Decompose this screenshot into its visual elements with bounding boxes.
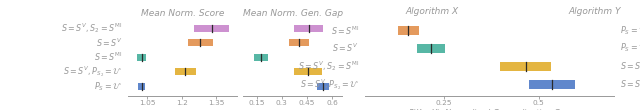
Bar bbox=[188, 39, 212, 46]
Bar bbox=[529, 80, 575, 89]
Text: $P_S = \mathcal{U}$: $P_S = \mathcal{U}$ bbox=[620, 42, 640, 54]
Text: $S = S^V$: $S = S^V$ bbox=[620, 60, 640, 72]
Text: $S = S^V$: $S = S^V$ bbox=[332, 42, 359, 54]
Text: $P_S = \mathcal{U}$: $P_S = \mathcal{U}$ bbox=[620, 24, 640, 37]
Text: $S = S^V, P_{S_2} = \mathcal{U}$: $S = S^V, P_{S_2} = \mathcal{U}$ bbox=[63, 64, 122, 79]
Text: $S = S^V, S_2 = S^{\mathrm{MI}}$: $S = S^V, S_2 = S^{\mathrm{MI}}$ bbox=[298, 59, 359, 73]
Bar bbox=[417, 44, 445, 53]
Title: Mean Norm. Score: Mean Norm. Score bbox=[141, 9, 224, 18]
Bar bbox=[317, 83, 330, 90]
Bar bbox=[254, 54, 268, 61]
Bar bbox=[397, 26, 419, 35]
Text: Algorithm Y: Algorithm Y bbox=[568, 7, 621, 16]
Text: $P_S = \mathcal{U}$: $P_S = \mathcal{U}$ bbox=[95, 80, 122, 93]
Bar bbox=[137, 54, 147, 61]
Text: $S = S^V$: $S = S^V$ bbox=[620, 78, 640, 90]
Bar bbox=[294, 68, 322, 75]
Text: $S = S^{\mathrm{MI}}$: $S = S^{\mathrm{MI}}$ bbox=[331, 24, 359, 37]
X-axis label: $P(X > Y)$, Normalised Generalisation Gap: $P(X > Y)$, Normalised Generalisation Ga… bbox=[408, 107, 571, 110]
Bar bbox=[294, 25, 323, 32]
Bar bbox=[500, 62, 551, 71]
Bar bbox=[289, 39, 308, 46]
Bar bbox=[195, 25, 228, 32]
Text: Algorithm X: Algorithm X bbox=[406, 7, 459, 16]
Text: $S = S^V$: $S = S^V$ bbox=[95, 37, 122, 49]
Bar bbox=[138, 83, 145, 90]
Text: $S = S^V, S_2 = S^{\mathrm{MI}}$: $S = S^V, S_2 = S^{\mathrm{MI}}$ bbox=[61, 21, 122, 35]
Text: $S = S^V, P_{S_2} = \mathcal{U}$: $S = S^V, P_{S_2} = \mathcal{U}$ bbox=[300, 77, 359, 92]
Bar bbox=[175, 68, 196, 75]
Title: Mean Norm. Gen. Gap: Mean Norm. Gen. Gap bbox=[243, 9, 343, 18]
Text: $S = S^{\mathrm{MI}}$: $S = S^{\mathrm{MI}}$ bbox=[94, 51, 122, 63]
